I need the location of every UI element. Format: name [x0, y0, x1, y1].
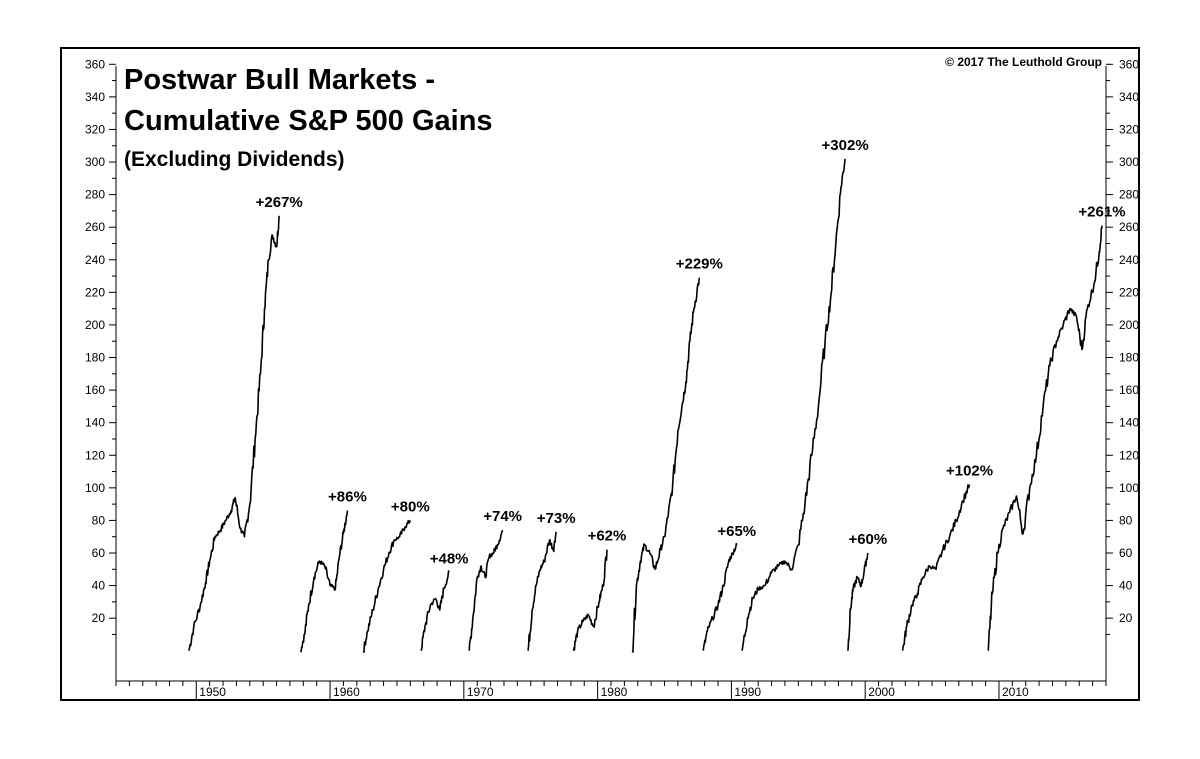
- y-tick-label-right: 180: [1119, 351, 1139, 365]
- peak-label-11: +60%: [848, 531, 887, 548]
- y-tick-label-right: 40: [1119, 579, 1133, 593]
- chart-subtitle: (Excluding Dividends): [124, 148, 345, 171]
- chart-title-line2: Cumulative S&P 500 Gains: [124, 105, 493, 137]
- chart-title: Postwar Bull Markets -: [124, 64, 435, 96]
- series-line-12: [901, 484, 971, 651]
- series-line-7: [572, 549, 608, 651]
- chart-frame: [60, 47, 1140, 701]
- y-tick-label-left: 200: [85, 318, 105, 332]
- y-tick-label-right: 200: [1119, 318, 1139, 332]
- series-line-6: [527, 531, 557, 651]
- x-tick-label: 2010: [1002, 685, 1029, 699]
- y-tick-label-left: 220: [85, 285, 105, 299]
- y-tick-label-right: 340: [1119, 90, 1139, 104]
- series-line-5: [468, 529, 504, 651]
- y-tick-label-right: 240: [1119, 253, 1139, 267]
- series-group: [188, 158, 1103, 653]
- axes: 20 20 40 40 60 60 80 80 100 100 120 120 140 140 160 160…: [85, 57, 1139, 699]
- copyright-notice: © 2017 The Leuthold Group: [945, 55, 1102, 69]
- y-tick-label-left: 320: [85, 122, 105, 136]
- peak-labels: +267% +86% +80% +48% +74% +73% +62% +229% +65% +3…: [256, 137, 1126, 568]
- y-tick-label-left: 260: [85, 220, 105, 234]
- y-tick-label-left: 100: [85, 481, 105, 495]
- y-tick-label-right: 20: [1119, 611, 1133, 625]
- y-tick-label-left: 60: [92, 546, 106, 560]
- x-tick-label: 2000: [868, 685, 895, 699]
- y-tick-label-left: 360: [85, 57, 105, 71]
- x-tick-label: 1970: [467, 685, 494, 699]
- y-tick-label-left: 120: [85, 448, 105, 462]
- y-tick-label-left: 160: [85, 383, 105, 397]
- y-tick-label-right: 260: [1119, 220, 1139, 234]
- peak-label-12: +102%: [946, 463, 993, 480]
- y-tick-label-left: 40: [92, 579, 106, 593]
- peak-label-7: +62%: [588, 528, 627, 545]
- y-tick-label-left: 280: [85, 188, 105, 202]
- y-tick-label-right: 160: [1119, 383, 1139, 397]
- y-tick-label-right: 280: [1119, 188, 1139, 202]
- y-tick-label-right: 100: [1119, 481, 1139, 495]
- y-tick-label-left: 300: [85, 155, 105, 169]
- x-tick-label: 1950: [199, 685, 226, 699]
- y-tick-label-left: 240: [85, 253, 105, 267]
- peak-label-4: +48%: [430, 551, 469, 568]
- peak-label-1: +267%: [256, 194, 303, 211]
- y-tick-label-left: 340: [85, 90, 105, 104]
- y-tick-label-right: 60: [1119, 546, 1133, 560]
- series-line-11: [847, 552, 869, 651]
- y-tick-label-left: 180: [85, 351, 105, 365]
- y-tick-label-right: 360: [1119, 57, 1139, 71]
- peak-label-8: +229%: [676, 256, 723, 273]
- series-line-10: [741, 158, 846, 651]
- series-line-2: [299, 510, 349, 653]
- y-tick-label-left: 140: [85, 416, 105, 430]
- y-tick-label-left: 20: [92, 611, 106, 625]
- y-tick-label-right: 300: [1119, 155, 1139, 169]
- y-tick-label-right: 80: [1119, 513, 1133, 527]
- y-tick-label-left: 80: [92, 513, 106, 527]
- x-tick-label: 1980: [601, 685, 628, 699]
- peak-label-3: +80%: [391, 498, 430, 515]
- series-line-8: [631, 277, 701, 653]
- y-tick-label-right: 140: [1119, 416, 1139, 430]
- y-tick-label-right: 220: [1119, 285, 1139, 299]
- peak-label-13: +261%: [1078, 204, 1125, 221]
- x-tick-label: 1960: [333, 685, 360, 699]
- y-tick-label-right: 120: [1119, 448, 1139, 462]
- peak-label-6: +73%: [537, 510, 576, 527]
- series-line-13: [987, 225, 1103, 651]
- peak-label-9: +65%: [717, 523, 756, 540]
- series-line-3: [362, 519, 412, 653]
- peak-label-10: +302%: [822, 137, 869, 154]
- series-line-4: [420, 570, 450, 651]
- series-line-9: [702, 542, 738, 651]
- y-tick-label-right: 320: [1119, 122, 1139, 136]
- x-tick-label: 1990: [734, 685, 761, 699]
- series-line-1: [188, 215, 280, 651]
- peak-label-5: +74%: [483, 508, 522, 525]
- peak-label-2: +86%: [328, 489, 367, 506]
